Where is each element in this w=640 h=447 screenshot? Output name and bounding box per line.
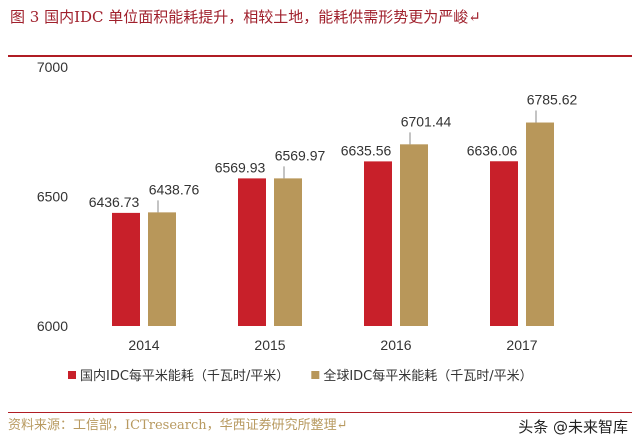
data-label: 6436.73 (89, 194, 140, 210)
y-tick-label: 6500 (37, 189, 68, 205)
data-label: 6701.44 (401, 113, 452, 129)
y-tick-label: 7000 (37, 59, 68, 75)
x-tick-label: 2016 (380, 337, 411, 353)
figure-title: 图 3 国内IDC 单位面积能耗提升，相较土地，能耗供需形势更为严峻↵ (10, 8, 481, 26)
data-label: 6635.56 (341, 142, 392, 158)
legend-label: 全球IDC每平米能耗（千瓦时/平米） (323, 368, 532, 384)
watermark: 头条 @未来智库 (518, 418, 628, 436)
legend-swatch (68, 371, 76, 379)
x-tick-label: 2015 (254, 337, 285, 353)
bar-global (400, 144, 428, 326)
x-tick-label: 2014 (128, 337, 159, 353)
data-label: 6636.06 (467, 142, 518, 158)
source-note: 资料来源：工信部，ICTresearch，华西证券研究所整理↵ (8, 418, 348, 433)
data-label: 6569.93 (215, 159, 266, 175)
legend-label: 国内IDC每平米能耗（千瓦时/平米） (80, 368, 289, 384)
x-tick-label: 2017 (506, 337, 537, 353)
data-label: 6785.62 (527, 92, 578, 108)
bar-domestic (112, 212, 140, 326)
bar-domestic (490, 161, 518, 326)
bar-global (274, 178, 302, 326)
top-rule (8, 55, 632, 57)
bar-global (148, 212, 176, 326)
bar-domestic (238, 178, 266, 326)
bar-global (526, 122, 554, 327)
legend-swatch (311, 371, 320, 379)
data-label: 6569.97 (275, 147, 326, 163)
data-label: 6438.76 (149, 181, 200, 197)
bottom-rule (8, 412, 632, 413)
y-tick-label: 6000 (37, 318, 68, 334)
bar-domestic (364, 161, 392, 326)
